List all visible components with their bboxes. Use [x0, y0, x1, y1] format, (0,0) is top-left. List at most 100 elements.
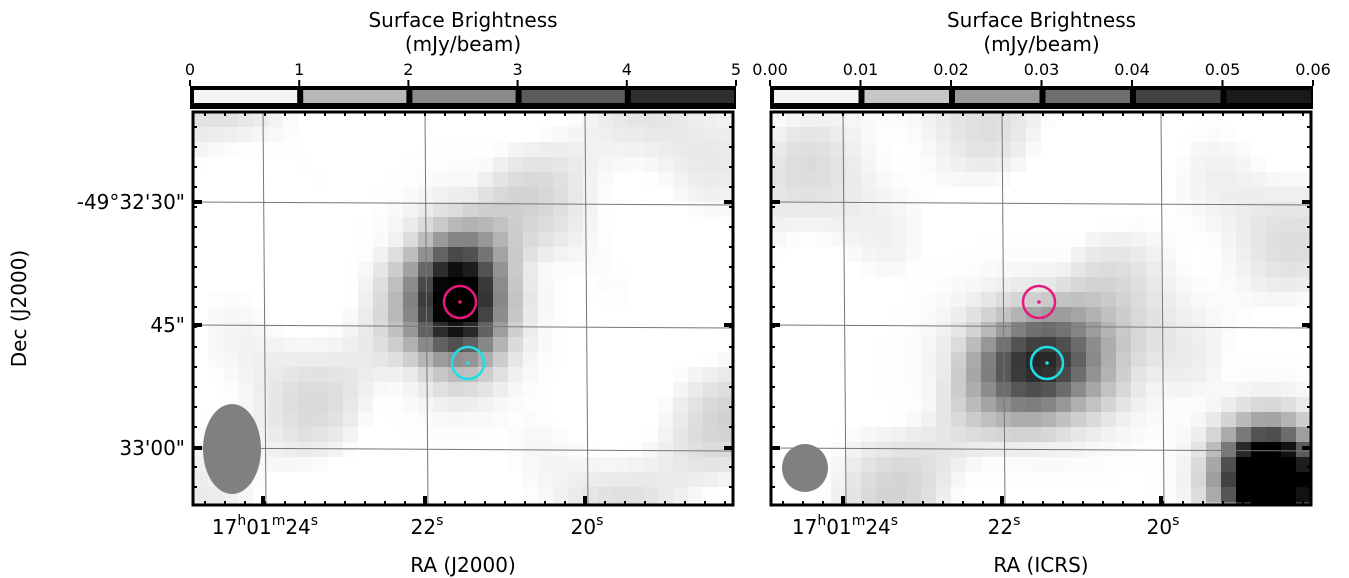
image-pixel [1161, 277, 1177, 293]
image-pixel [268, 142, 284, 158]
image-pixel [433, 367, 449, 383]
image-pixel [966, 322, 982, 338]
image-pixel [613, 217, 629, 233]
image-pixel [786, 382, 802, 398]
image-pixel [981, 157, 997, 173]
image-pixel [1251, 472, 1267, 488]
image-pixel [876, 127, 892, 143]
image-pixel [703, 187, 719, 203]
image-pixel [921, 397, 937, 413]
image-pixel [268, 262, 284, 278]
image-pixel [981, 277, 997, 293]
image-pixel [628, 202, 644, 218]
image-pixel [1296, 457, 1311, 473]
image-frame [769, 110, 1313, 507]
image-pixel [478, 217, 494, 233]
image-pixel [388, 457, 404, 473]
image-pixel [373, 322, 389, 338]
image-pixel [313, 367, 329, 383]
image-pixel [921, 382, 937, 398]
image-pixel [373, 232, 389, 248]
image-pixel [861, 367, 877, 383]
image-pixel [538, 247, 554, 263]
image-pixel [253, 367, 269, 383]
image-pixel [921, 217, 937, 233]
image-pixel [876, 382, 892, 398]
image-pixel [876, 202, 892, 218]
image-pixel [1041, 247, 1057, 263]
image-pixel [373, 457, 389, 473]
image-pixel [688, 397, 704, 413]
image-pixel [508, 277, 524, 293]
image-pixel [283, 292, 299, 308]
image-pixel [613, 277, 629, 293]
image-pixel [1116, 412, 1132, 428]
image-pixel [831, 112, 847, 128]
image-pixel [1266, 157, 1282, 173]
image-pixel [951, 217, 967, 233]
image-pixel [1296, 337, 1311, 353]
image-pixel [673, 172, 689, 188]
image-pixel [1221, 457, 1237, 473]
image-pixel [613, 367, 629, 383]
image-pixel [718, 352, 733, 368]
image-pixel [373, 172, 389, 188]
image-pixel [1101, 457, 1117, 473]
image-pixel [1281, 457, 1297, 473]
image-pixel [583, 172, 599, 188]
image-pixel [358, 247, 374, 263]
image-pixel [208, 367, 224, 383]
image-pixel [433, 142, 449, 158]
image-pixel [1086, 172, 1102, 188]
image-pixel [463, 127, 479, 143]
image-pixel [478, 412, 494, 428]
image-pixel [313, 172, 329, 188]
image-pixel [478, 247, 494, 263]
image-pixel [388, 202, 404, 218]
image-pixel [891, 337, 907, 353]
source-center [466, 361, 470, 365]
image-pixel [283, 172, 299, 188]
image-pixel [1266, 172, 1282, 188]
image-pixel [493, 157, 509, 173]
image-pixel [1011, 352, 1027, 368]
image-pixel [583, 112, 599, 128]
image-pixel [786, 367, 802, 383]
image-pixel [583, 367, 599, 383]
image-pixel [658, 442, 674, 458]
image-pixel [358, 172, 374, 188]
image-pixel [433, 307, 449, 323]
image-pixel [1146, 352, 1162, 368]
image-pixel [478, 307, 494, 323]
colorbar-label: Surface Brightness [947, 8, 1136, 32]
image-pixel [906, 472, 922, 488]
image-pixel [1266, 352, 1282, 368]
image-pixel [583, 127, 599, 143]
source-center [1037, 300, 1041, 304]
image-pixel [298, 457, 314, 473]
image-pixel [831, 427, 847, 443]
image-pixel [463, 487, 479, 503]
image-pixel [568, 292, 584, 308]
image-pixel [861, 457, 877, 473]
image-pixel [921, 277, 937, 293]
image-pixel [1011, 217, 1027, 233]
image-pixel [508, 157, 524, 173]
image-pixel [1206, 187, 1222, 203]
image-pixel [816, 232, 832, 248]
image-pixel [1296, 382, 1311, 398]
image-pixel [583, 337, 599, 353]
image-pixel [816, 292, 832, 308]
image-pixel [478, 322, 494, 338]
image-pixel [358, 277, 374, 293]
image-pixel [343, 427, 359, 443]
image-pixel [1131, 367, 1147, 383]
image-pixel [861, 112, 877, 128]
image-pixel [1206, 157, 1222, 173]
image-pixel [1296, 142, 1311, 158]
image-pixel [786, 232, 802, 248]
image-pixel [553, 187, 569, 203]
image-pixel [876, 367, 892, 383]
image-pixel [1011, 457, 1027, 473]
image-pixel [403, 202, 419, 218]
